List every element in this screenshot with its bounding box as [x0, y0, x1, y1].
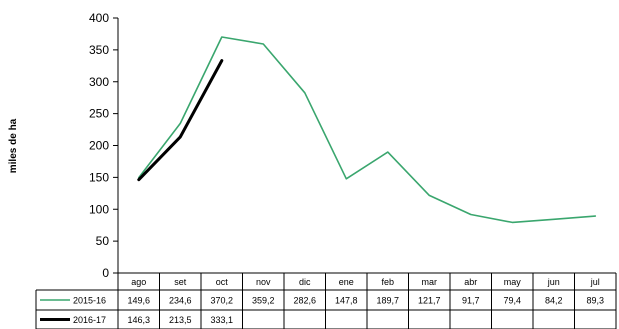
y-tick-label: 100: [89, 202, 109, 216]
y-tick-label: 200: [89, 139, 109, 153]
category-label: ene: [339, 277, 354, 287]
data-cell: 213,5: [169, 315, 192, 325]
y-tick-label: 0: [102, 266, 109, 280]
data-cell: 359,2: [252, 296, 275, 306]
data-table: ago set oct nov dic ene feb mar abr may jun jul 2015…: [35, 272, 617, 329]
category-label: nov: [256, 277, 271, 287]
y-tick-label: 350: [89, 43, 109, 57]
category-label: abr: [464, 277, 477, 287]
data-cell: 79,4: [503, 296, 521, 306]
category-label: ago: [131, 277, 146, 287]
y-axis-label: miles de ha: [8, 118, 19, 173]
data-cell: 146,3: [127, 315, 150, 325]
series-line-2016-17: [137, 59, 224, 182]
legend-label: 2015-16: [73, 296, 106, 306]
data-cell: 189,7: [376, 296, 399, 306]
y-tick-label: 250: [89, 107, 109, 121]
data-cell: 370,2: [210, 296, 233, 306]
category-label: feb: [381, 277, 394, 287]
category-label: mar: [422, 277, 438, 287]
data-cell: 121,7: [418, 296, 441, 306]
y-tick-label: 400: [89, 11, 109, 25]
legend-label: 2016-17: [73, 315, 106, 325]
y-tick-label: 50: [96, 234, 110, 248]
axis-layer: 0 50 100 150 200 250 300 350 400: [89, 11, 119, 280]
data-cell: 149,6: [127, 296, 150, 306]
data-cell: 91,7: [462, 296, 480, 306]
y-tick-label: 150: [89, 170, 109, 184]
category-label: set: [174, 277, 187, 287]
data-cell: 234,6: [169, 296, 192, 306]
category-label: may: [504, 277, 522, 287]
category-label: jul: [590, 277, 600, 287]
data-cell: 147,8: [335, 296, 358, 306]
category-label: jun: [547, 277, 560, 287]
data-cell: 84,2: [545, 296, 563, 306]
series-layer: [137, 36, 597, 224]
category-label: oct: [216, 277, 229, 287]
data-cell: 89,3: [586, 296, 604, 306]
series-line-2015-16: [138, 36, 597, 224]
category-label: dic: [299, 277, 311, 287]
y-tick-label: 300: [89, 75, 109, 89]
data-cell: 333,1: [210, 315, 233, 325]
data-cell: 282,6: [293, 296, 316, 306]
